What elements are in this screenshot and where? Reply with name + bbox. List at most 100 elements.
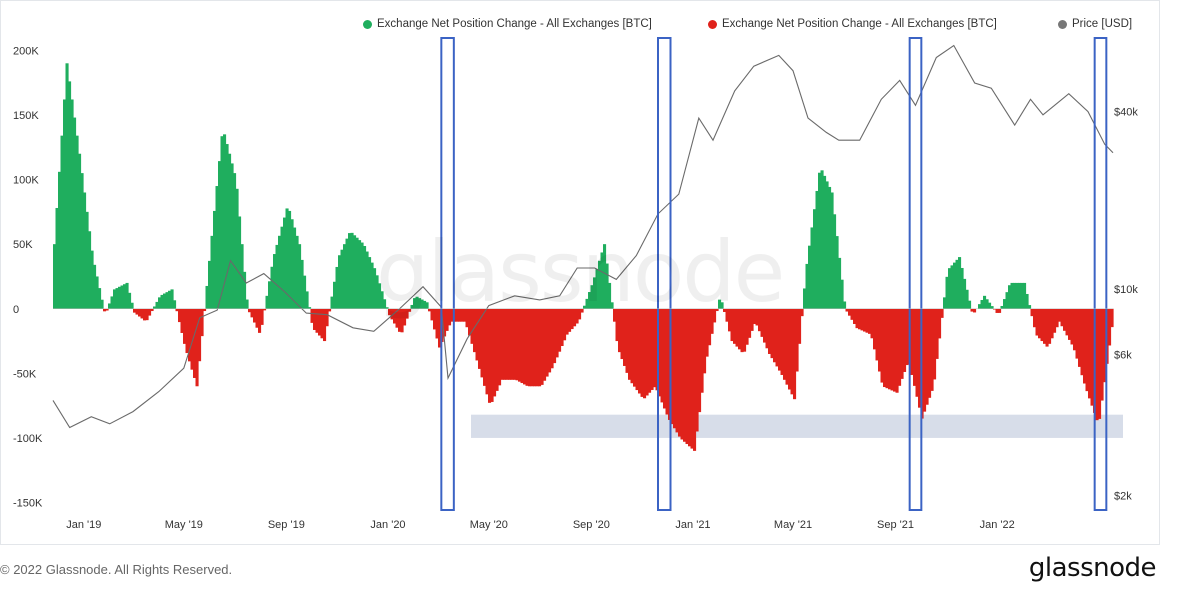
net-outflow-bar — [763, 308, 767, 343]
net-outflow-bar — [1073, 308, 1077, 351]
net-inflow-bar — [385, 307, 389, 309]
legend-item-outflow[interactable]: Exchange Net Position Change - All Excha… — [708, 15, 997, 33]
net-outflow-bar — [408, 308, 412, 312]
net-inflow-bar — [123, 284, 127, 309]
net-outflow-bar — [315, 308, 319, 333]
net-outflow-bar — [1048, 308, 1052, 344]
net-outflow-bar — [1100, 308, 1104, 401]
net-inflow-bar — [170, 289, 174, 309]
net-outflow-bar — [133, 308, 137, 313]
net-inflow-bar — [843, 301, 847, 309]
net-outflow-bar — [733, 308, 737, 344]
x-tick-label: May '20 — [470, 519, 508, 531]
net-outflow-bar — [135, 308, 139, 315]
x-tick-label: Sep '21 — [877, 519, 914, 531]
glassnode-logo[interactable]: glassnode — [1028, 553, 1157, 583]
net-outflow-bar — [743, 308, 747, 352]
net-outflow-bar — [193, 308, 197, 378]
y-left-tick-label: 0 — [13, 304, 19, 316]
net-outflow-bar — [725, 308, 729, 322]
net-inflow-bar — [425, 302, 429, 309]
net-inflow-bar — [368, 257, 372, 309]
net-outflow-bar — [1030, 308, 1034, 317]
net-inflow-bar — [830, 192, 834, 309]
x-tick-label: Jan '19 — [66, 519, 101, 531]
net-outflow-bar — [188, 308, 192, 362]
net-outflow-bar — [683, 308, 687, 442]
net-inflow-bar — [370, 262, 374, 309]
net-inflow-bar — [155, 301, 159, 309]
net-outflow-bar — [443, 308, 447, 337]
net-inflow-bar — [420, 299, 424, 309]
net-outflow-bar — [795, 308, 799, 372]
y-left-tick-label: -100K — [13, 433, 43, 445]
net-outflow-bar — [1090, 308, 1094, 406]
net-outflow-bar — [180, 308, 184, 333]
net-inflow-bar — [945, 276, 949, 309]
net-outflow-bar — [390, 308, 394, 320]
legend-item-inflow[interactable]: Exchange Net Position Change - All Excha… — [363, 15, 652, 33]
net-outflow-bar — [713, 308, 717, 323]
legend-item-price[interactable]: Price [USD] — [1058, 15, 1132, 33]
net-outflow-bar — [513, 308, 517, 380]
net-outflow-bar — [973, 308, 977, 313]
net-outflow-bar — [735, 308, 739, 347]
y-left-tick-label: 200K — [13, 45, 39, 57]
net-inflow-bar — [305, 291, 309, 309]
net-inflow-bar — [348, 233, 352, 309]
net-outflow-bar — [1070, 308, 1074, 345]
net-outflow-bar — [915, 308, 919, 397]
net-inflow-bar — [1020, 282, 1024, 309]
net-outflow-bar — [710, 308, 714, 334]
net-outflow-bar — [555, 308, 559, 358]
net-inflow-bar — [330, 296, 334, 309]
support-band — [471, 414, 1123, 438]
net-outflow-bar — [568, 308, 572, 332]
net-outflow-bar — [1050, 308, 1054, 339]
net-inflow-bar — [343, 244, 347, 309]
net-outflow-bar — [800, 308, 804, 317]
net-inflow-bar — [585, 298, 589, 309]
net-outflow-bar — [910, 308, 914, 375]
net-outflow-bar — [1098, 308, 1102, 419]
net-outflow-bar — [450, 308, 454, 322]
net-outflow-bar — [393, 308, 397, 324]
net-inflow-bar — [413, 298, 417, 309]
net-inflow-bar — [410, 304, 414, 309]
net-outflow-bar — [448, 308, 452, 326]
gray-dot-icon — [1058, 19, 1067, 29]
net-outflow-bar — [1063, 308, 1067, 331]
net-outflow-bar — [923, 308, 927, 412]
net-outflow-bar — [148, 308, 152, 316]
net-inflow-bar — [233, 173, 237, 309]
x-tick-label: May '19 — [165, 519, 203, 531]
net-outflow-bar — [580, 308, 584, 313]
red-dot-icon — [708, 19, 717, 29]
net-inflow-bar — [363, 246, 367, 309]
net-outflow-bar — [1035, 308, 1039, 336]
legend-label: Exchange Net Position Change - All Excha… — [722, 18, 997, 30]
net-outflow-bar — [623, 308, 627, 366]
net-inflow-bar — [968, 300, 972, 309]
net-inflow-bar — [223, 134, 227, 309]
net-outflow-bar — [1043, 308, 1047, 344]
net-outflow-bar — [853, 308, 857, 324]
net-inflow-bar — [1013, 282, 1017, 309]
price-line — [52, 44, 1114, 429]
net-inflow-bar — [265, 295, 269, 309]
net-inflow-bar — [958, 257, 962, 309]
net-inflow-bar — [125, 282, 129, 309]
net-outflow-bar — [633, 308, 637, 387]
net-outflow-bar — [700, 308, 704, 393]
net-outflow-bar — [790, 308, 794, 395]
net-inflow-bar — [335, 266, 339, 309]
y-left-tick-label: 150K — [13, 110, 39, 122]
net-inflow-bar — [373, 268, 377, 309]
net-outflow-bar — [928, 308, 932, 398]
net-outflow-bar — [670, 308, 674, 425]
net-outflow-bar — [858, 308, 862, 330]
net-inflow-bar — [118, 286, 122, 309]
net-inflow-bar — [168, 290, 172, 309]
net-outflow-bar — [660, 308, 664, 403]
net-outflow-bar — [848, 308, 852, 316]
